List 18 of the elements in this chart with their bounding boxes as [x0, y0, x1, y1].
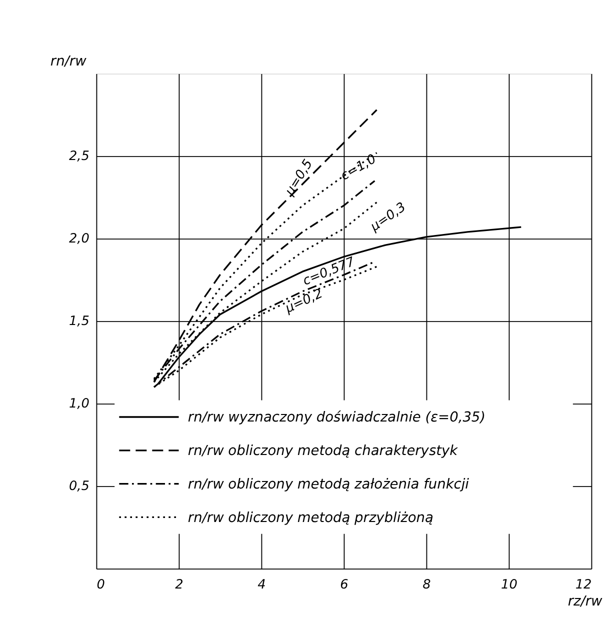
x-tick-label: 10: [501, 577, 518, 592]
y-tick-label: 2,5: [68, 149, 90, 164]
legend-label: rn/rw wyznaczony doświadczalnie (ε=0,35): [188, 410, 486, 426]
y-tick-label: 1,0: [68, 396, 90, 412]
y-tick-label: 1,5: [68, 314, 90, 330]
x-tick-label: 8: [422, 577, 431, 592]
legend-label: rn/rw obliczony metodą założenia funkcji: [188, 476, 470, 492]
x-tick-label: 4: [258, 577, 266, 592]
x-tick-label: 0: [96, 577, 105, 592]
x-tick-label: 6: [340, 577, 348, 592]
legend-label: rn/rw obliczony metodą przybliżoną: [188, 510, 434, 526]
y-tick-label: 2,0: [68, 232, 90, 247]
y-tick-label: 0,5: [68, 479, 90, 494]
legend-label: rn/rw obliczony metodą charakterystyk: [188, 442, 459, 459]
y-axis-title: rn/rw: [50, 53, 88, 70]
x-tick-label: 12: [575, 577, 592, 592]
x-tick-label: 2: [175, 577, 184, 592]
x-axis-title: rz/rw: [568, 593, 603, 610]
